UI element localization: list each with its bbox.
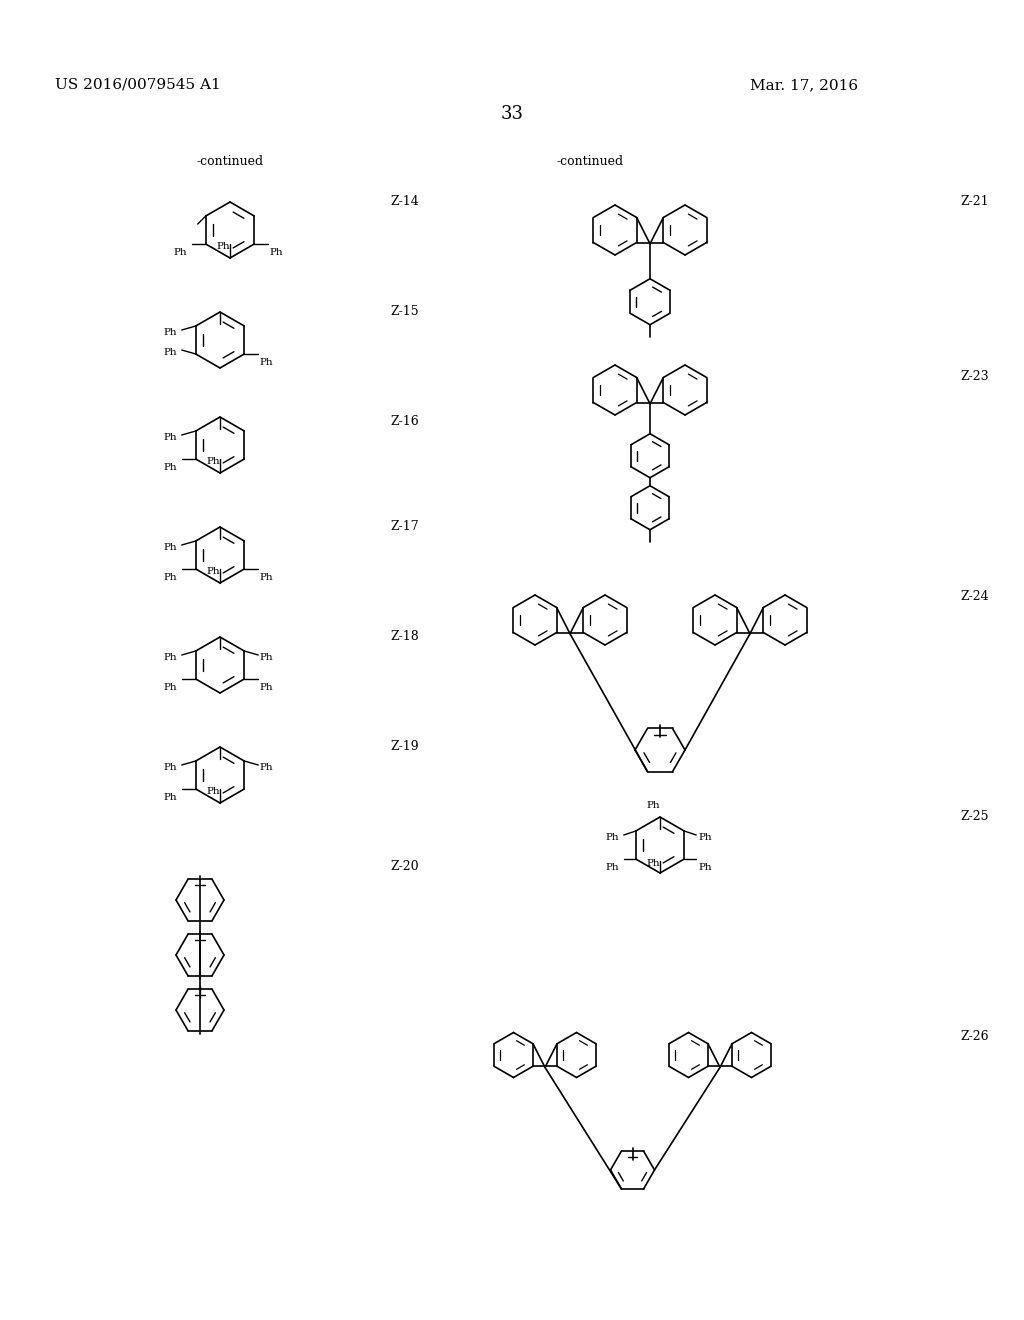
Text: Ph: Ph bbox=[164, 327, 177, 337]
Text: Ph: Ph bbox=[164, 433, 177, 442]
Text: Z-15: Z-15 bbox=[390, 305, 419, 318]
Text: Ph: Ph bbox=[259, 763, 272, 772]
Text: Z-23: Z-23 bbox=[961, 370, 988, 383]
Text: Z-16: Z-16 bbox=[390, 414, 419, 428]
Text: Z-25: Z-25 bbox=[961, 810, 988, 822]
Text: Ph: Ph bbox=[259, 682, 272, 692]
Text: -continued: -continued bbox=[556, 154, 624, 168]
Text: Ph: Ph bbox=[698, 863, 712, 873]
Text: US 2016/0079545 A1: US 2016/0079545 A1 bbox=[55, 78, 221, 92]
Text: Z-14: Z-14 bbox=[390, 195, 419, 209]
Text: Ph: Ph bbox=[259, 573, 272, 582]
Text: Ph: Ph bbox=[164, 573, 177, 582]
Text: Ph: Ph bbox=[206, 457, 220, 466]
Text: -continued: -continued bbox=[197, 154, 263, 168]
Text: Z-17: Z-17 bbox=[390, 520, 419, 533]
Text: Ph: Ph bbox=[164, 653, 177, 663]
Text: Ph: Ph bbox=[606, 863, 620, 873]
Text: Ph: Ph bbox=[174, 248, 187, 257]
Text: Z-18: Z-18 bbox=[390, 630, 419, 643]
Text: Ph: Ph bbox=[164, 682, 177, 692]
Text: Ph: Ph bbox=[164, 348, 177, 356]
Text: Ph: Ph bbox=[164, 463, 177, 473]
Text: Ph: Ph bbox=[698, 833, 712, 842]
Text: Ph: Ph bbox=[216, 242, 229, 251]
Text: Ph: Ph bbox=[206, 787, 220, 796]
Text: Z-24: Z-24 bbox=[961, 590, 988, 603]
Text: Ph: Ph bbox=[646, 801, 659, 810]
Text: Z-26: Z-26 bbox=[961, 1030, 988, 1043]
Text: Ph: Ph bbox=[259, 653, 272, 663]
Text: Ph: Ph bbox=[164, 793, 177, 803]
Text: Ph: Ph bbox=[646, 859, 659, 869]
Text: Mar. 17, 2016: Mar. 17, 2016 bbox=[750, 78, 858, 92]
Text: Ph: Ph bbox=[269, 248, 283, 257]
Text: Z-20: Z-20 bbox=[390, 861, 419, 873]
Text: Ph: Ph bbox=[259, 358, 272, 367]
Text: Ph: Ph bbox=[164, 763, 177, 772]
Text: 33: 33 bbox=[501, 106, 523, 123]
Text: Ph: Ph bbox=[206, 568, 220, 576]
Text: Z-19: Z-19 bbox=[390, 741, 419, 752]
Text: Ph: Ph bbox=[606, 833, 620, 842]
Text: Ph: Ph bbox=[164, 543, 177, 552]
Text: Z-21: Z-21 bbox=[961, 195, 988, 209]
